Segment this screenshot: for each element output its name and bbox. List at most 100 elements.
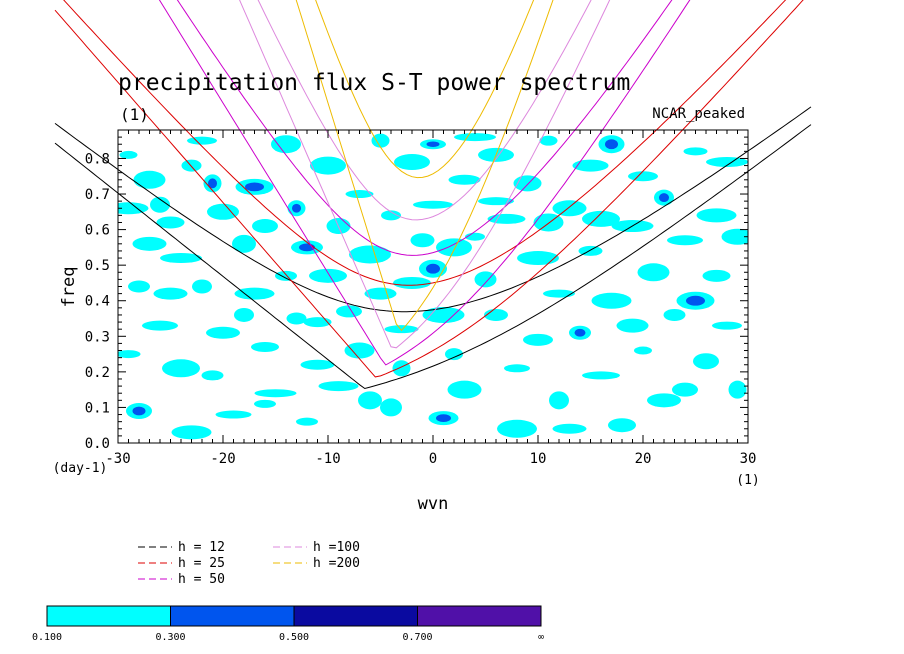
colorbar-label: 0.100: [32, 632, 62, 643]
y-tick-label: 0.8: [85, 151, 110, 167]
contour-blob: [445, 348, 463, 361]
units-label: (1): [120, 105, 149, 124]
kelvin-curve-200: [295, 0, 554, 332]
contour-blob: [616, 318, 649, 333]
contour-blob: [192, 279, 212, 294]
contour-blob-core: [132, 406, 146, 416]
contour-blob: [394, 154, 430, 171]
contour-blob: [539, 135, 558, 146]
contour-blob: [484, 308, 508, 321]
contour-blob: [474, 271, 497, 288]
contour-blob: [543, 289, 575, 298]
contour-blob: [201, 370, 224, 381]
contour-blob: [187, 136, 217, 145]
y-tick-label: 0.0: [85, 436, 110, 452]
contour-blob: [119, 150, 138, 159]
contour-blob: [549, 391, 569, 410]
contour-blob: [591, 292, 632, 309]
contour-blob: [608, 418, 636, 433]
contour-blob: [207, 203, 239, 220]
contour-blob: [728, 380, 747, 399]
kelvin-curve-12: [54, 124, 812, 390]
contour-blob: [517, 251, 559, 266]
contour-blob: [393, 276, 431, 289]
contour-blob: [478, 197, 514, 206]
ig-curve-200: [315, 0, 535, 179]
colorbar-label: ∞: [538, 632, 544, 643]
contour-blob-core: [208, 178, 217, 189]
colorbar-segment: [46, 605, 171, 627]
contour-blob: [693, 353, 719, 370]
contour-blob-core: [426, 263, 440, 274]
y-tick-label: 0.7: [85, 187, 110, 203]
contour-blob: [275, 270, 297, 281]
contour-blob: [497, 419, 537, 438]
ig-curve-12: [54, 106, 812, 313]
contour-blob: [392, 360, 411, 377]
contour-blob: [310, 156, 346, 175]
contour-blob: [552, 200, 587, 217]
contour-blob: [232, 234, 256, 253]
legend-label: h =100: [313, 540, 360, 555]
contour-blob: [572, 159, 609, 172]
y-tick-label: 0.2: [85, 365, 110, 381]
x-tick-label: 10: [530, 451, 547, 467]
contour-blob: [533, 213, 564, 232]
axes: -30 -20 -10 0 10 20 30 0.0 0.1 0.2 0.3 0.4 0.5 0.6 0.7…: [85, 129, 757, 467]
contour-blob: [271, 135, 301, 154]
dispersion-curves: [54, 0, 812, 390]
contour-blob-core: [574, 328, 586, 337]
kelvin-curve-25: [54, 0, 804, 378]
contour-blob: [384, 325, 419, 334]
x-tick-label: 30: [740, 451, 757, 467]
contour-blob: [358, 391, 382, 410]
x-tick-label: -30: [105, 451, 130, 467]
contour-blob: [344, 342, 375, 359]
x-tick-label: 0: [429, 451, 437, 467]
contour-blob: [336, 305, 362, 318]
contour-blob: [448, 174, 481, 185]
colorbar-segment: [170, 605, 295, 627]
contour-blob: [552, 423, 587, 434]
dataset-label: NCAR_peaked: [652, 106, 745, 122]
y-tick-label: 0.6: [85, 223, 110, 239]
contour-blob: [436, 238, 472, 257]
legend-label: h = 25: [178, 556, 225, 571]
contour-blob: [318, 381, 359, 392]
contour-blob: [683, 147, 708, 156]
contour-blob: [309, 268, 347, 283]
contour-blob: [672, 382, 698, 397]
y-axis-label: freq: [59, 267, 79, 308]
contour-blob: [628, 171, 658, 182]
contour-blob: [637, 263, 670, 282]
legend-label: h = 50: [178, 572, 225, 587]
contour-blob: [132, 236, 167, 251]
y-tick-label: 0.1: [85, 400, 110, 416]
contour-blob: [381, 210, 401, 221]
contour-blob: [234, 307, 254, 322]
contour-blob: [162, 359, 200, 378]
contour-blob: [706, 157, 748, 168]
contour-blob: [582, 371, 620, 380]
contour-blob: [721, 228, 748, 245]
legend-label: h = 12: [178, 540, 225, 555]
ig-curve-25: [63, 0, 787, 286]
contour-blob: [663, 308, 686, 321]
ig-curve-50: [176, 0, 673, 256]
colorbar-label: 0.300: [155, 632, 185, 643]
contour-fill: [118, 133, 748, 440]
contour-blob: [234, 287, 275, 300]
contour-blob: [380, 398, 402, 417]
colorbar-segment: [417, 605, 542, 627]
contour-blob-core: [686, 295, 705, 306]
y-tick-label: 0.3: [85, 329, 110, 345]
chart-title: precipitation flux S-T power spectrum: [118, 70, 630, 96]
ig-curve-100: [257, 0, 592, 221]
contour-blob: [153, 287, 188, 300]
contour-blob: [171, 425, 212, 440]
y-tick-label: 0.5: [85, 258, 110, 274]
contour-blob: [696, 208, 737, 223]
contour-blob: [206, 326, 240, 339]
